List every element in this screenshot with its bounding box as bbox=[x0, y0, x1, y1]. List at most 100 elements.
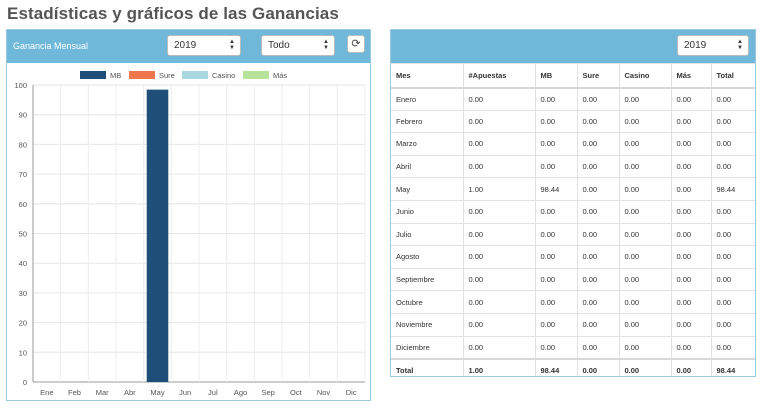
table-cell: 0.00 bbox=[710, 267, 755, 292]
table-cell: Marzo bbox=[391, 132, 464, 156]
table-row: Julio 0.00 0.00 0.00 0.00 0.00 0.00 bbox=[391, 222, 755, 247]
select-arrows-icon: ▲ ▼ bbox=[737, 39, 743, 51]
table-cell: 0.00 bbox=[710, 132, 755, 156]
legend-item-mas[interactable]: Más bbox=[243, 70, 287, 80]
y-tick-label: 100 bbox=[14, 81, 27, 90]
table-cell: 0.00 bbox=[534, 87, 578, 111]
table-cell: Enero bbox=[391, 87, 464, 111]
x-tick-label: Oct bbox=[290, 388, 303, 397]
legend-label: Más bbox=[273, 70, 288, 80]
earnings-bar-chart: 0 10 20 30 40 50 60 70 80 90 100 Ene Feb Mar Abr May Jun… bbox=[14, 81, 366, 397]
table-cell: 0.00 bbox=[534, 199, 578, 224]
table-cell: 0.00 bbox=[534, 290, 578, 314]
table-cell: 0.00 bbox=[534, 267, 578, 292]
table-cell: 0.00 bbox=[670, 154, 712, 179]
total-cell: 98.44 bbox=[710, 357, 755, 376]
table-cell: 0.00 bbox=[670, 290, 712, 314]
table-cell: 0.00 bbox=[710, 290, 755, 314]
earnings-table: Mes #Apuestas MB Sure Casino Más Total E… bbox=[391, 63, 755, 376]
table-cell: 0.00 bbox=[462, 312, 536, 337]
table-cell: 0.00 bbox=[710, 312, 755, 337]
table-cell: 0.00 bbox=[462, 245, 536, 269]
x-tick-label: Ago bbox=[234, 388, 247, 397]
table-cell: 0.00 bbox=[462, 109, 536, 134]
x-tick-label: Jun bbox=[179, 388, 191, 397]
x-tick-label: Mar bbox=[96, 388, 109, 397]
x-tick-label: Nov bbox=[317, 388, 331, 397]
table-cell: 0.00 bbox=[462, 335, 536, 360]
table-cell: 1.00 bbox=[462, 177, 536, 201]
table-year-value: 2019 bbox=[684, 40, 707, 51]
table-panel-header: 2019 ▲ ▼ bbox=[391, 30, 755, 63]
chart-year-select[interactable]: 2019 ▲ ▼ bbox=[167, 35, 241, 56]
table-cell: 0.00 bbox=[462, 132, 536, 156]
x-tick-label: Jul bbox=[208, 388, 218, 397]
column-header: Casino bbox=[618, 63, 672, 89]
legend-item-mb[interactable]: MB bbox=[80, 70, 121, 80]
x-tick-label: Ene bbox=[40, 388, 53, 397]
monthly-earnings-panel: Ganancia Mensual 2019 ▲ ▼ Todo ▲ ▼ ⟳ MB Su… bbox=[6, 29, 371, 401]
chart-type-select[interactable]: Todo ▲ ▼ bbox=[261, 35, 335, 56]
table-cell: 0.00 bbox=[576, 290, 620, 314]
table-cell: 0.00 bbox=[618, 222, 672, 247]
table-cell: Febrero bbox=[391, 109, 464, 134]
table-cell: Diciembre bbox=[391, 335, 464, 360]
chart-panel-header: Ganancia Mensual 2019 ▲ ▼ Todo ▲ ▼ ⟳ bbox=[7, 30, 370, 63]
x-tick-label: Dic bbox=[346, 388, 357, 397]
table-cell: 0.00 bbox=[670, 267, 712, 292]
table-cell: Julio bbox=[391, 222, 464, 247]
table-row: Agosto 0.00 0.00 0.00 0.00 0.00 0.00 bbox=[391, 245, 755, 269]
table-cell: 0.00 bbox=[576, 177, 620, 201]
table-cell: 0.00 bbox=[576, 199, 620, 224]
table-cell: 0.00 bbox=[670, 109, 712, 134]
x-tick-label: Sep bbox=[261, 388, 274, 397]
table-cell: 0.00 bbox=[618, 177, 672, 201]
table-cell: 0.00 bbox=[462, 87, 536, 111]
table-row: Junio 0.00 0.00 0.00 0.00 0.00 0.00 bbox=[391, 199, 755, 224]
y-tick-label: 20 bbox=[19, 319, 27, 328]
legend-item-sure[interactable]: Sure bbox=[129, 70, 175, 80]
table-year-select[interactable]: 2019 ▲ ▼ bbox=[677, 35, 749, 56]
table-cell: 0.00 bbox=[462, 290, 536, 314]
table-cell: Noviembre bbox=[391, 312, 464, 337]
table-cell: 0.00 bbox=[534, 335, 578, 360]
table-cell: 0.00 bbox=[462, 267, 536, 292]
table-row: Octubre 0.00 0.00 0.00 0.00 0.00 0.00 bbox=[391, 290, 755, 314]
legend-label: Sure bbox=[159, 70, 175, 80]
table-cell: 0.00 bbox=[618, 87, 672, 111]
table-cell: 0.00 bbox=[710, 87, 755, 111]
table-cell: 0.00 bbox=[670, 199, 712, 224]
table-cell: 0.00 bbox=[462, 222, 536, 247]
table-cell: 98.44 bbox=[710, 177, 755, 201]
table-cell: 0.00 bbox=[710, 335, 755, 360]
legend-label: Casino bbox=[212, 70, 236, 80]
table-cell: 0.00 bbox=[618, 335, 672, 360]
table-body: Enero 0.00 0.00 0.00 0.00 0.00 0.00 Febrero 0.00… bbox=[391, 87, 755, 376]
table-cell: 0.00 bbox=[618, 109, 672, 134]
table-row: Septiembre 0.00 0.00 0.00 0.00 0.00 0.00 bbox=[391, 267, 755, 292]
select-arrows-icon: ▲ ▼ bbox=[323, 39, 329, 51]
table-cell: 0.00 bbox=[670, 312, 712, 337]
table-cell: 0.00 bbox=[618, 132, 672, 156]
table-cell: 0.00 bbox=[670, 177, 712, 201]
refresh-button[interactable]: ⟳ bbox=[347, 35, 365, 53]
chart-type-value: Todo bbox=[268, 40, 290, 51]
legend-item-casino[interactable]: Casino bbox=[182, 70, 235, 80]
table-cell: 0.00 bbox=[670, 335, 712, 360]
table-cell: 0.00 bbox=[710, 109, 755, 134]
table-cell: 0.00 bbox=[462, 154, 536, 179]
table-total-row: Total 1.00 98.44 0.00 0.00 0.00 98.44 bbox=[391, 357, 755, 376]
table-cell: 0.00 bbox=[618, 267, 672, 292]
table-row: May 1.00 98.44 0.00 0.00 0.00 98.44 bbox=[391, 177, 755, 201]
table-cell: 0.00 bbox=[618, 245, 672, 269]
table-cell: 98.44 bbox=[534, 177, 578, 201]
legend-swatch bbox=[182, 71, 208, 79]
y-tick-label: 50 bbox=[19, 230, 27, 239]
table-cell: 0.00 bbox=[534, 245, 578, 269]
table-row: Marzo 0.00 0.00 0.00 0.00 0.00 0.00 bbox=[391, 132, 755, 156]
bar-mb-may[interactable] bbox=[146, 89, 169, 382]
x-tick-label: Feb bbox=[68, 388, 81, 397]
column-header: Sure bbox=[576, 63, 620, 89]
legend-label: MB bbox=[110, 70, 122, 80]
table-row: Diciembre 0.00 0.00 0.00 0.00 0.00 0.00 bbox=[391, 335, 755, 360]
